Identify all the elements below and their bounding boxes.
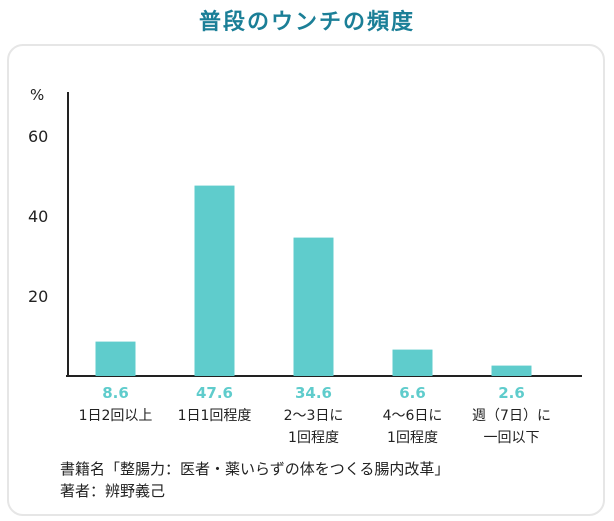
category-label: 1回程度 [387,430,438,446]
bar-value-label: 6.6 [399,384,426,402]
category-label: 1日1回程度 [178,408,252,424]
bar [491,365,532,376]
source-author: 著者：辨野義己 [60,482,166,500]
category-label: 1日2回以上 [79,408,153,424]
bar [392,349,433,376]
chart-title: 普段のウンチの頻度 [198,10,415,35]
bar [95,341,136,376]
bar [293,237,334,376]
y-axis-unit-label: % [30,86,44,104]
category-label: 2〜3日に [284,408,344,424]
y-tick-label: 20 [28,287,48,306]
source-book: 書籍名「整腸力：医者・薬いらずの体をつくる腸内改革」 [60,460,450,478]
y-tick-label: 40 [28,207,48,226]
category-label: 1回程度 [288,430,339,446]
category-label: 一回以下 [484,430,540,446]
bar-value-label: 2.6 [498,384,525,402]
bar-value-label: 34.6 [295,384,332,402]
category-label: 4〜6日に [383,408,443,424]
bar-value-label: 8.6 [102,384,129,402]
bar [194,185,235,376]
category-label: 週（7日）に [472,408,551,424]
source-note: 書籍名「整腸力：医者・薬いらずの体をつくる腸内改革」 著者：辨野義己 [60,458,449,502]
y-tick-label: 60 [28,127,48,146]
bar-value-label: 47.6 [196,384,233,402]
